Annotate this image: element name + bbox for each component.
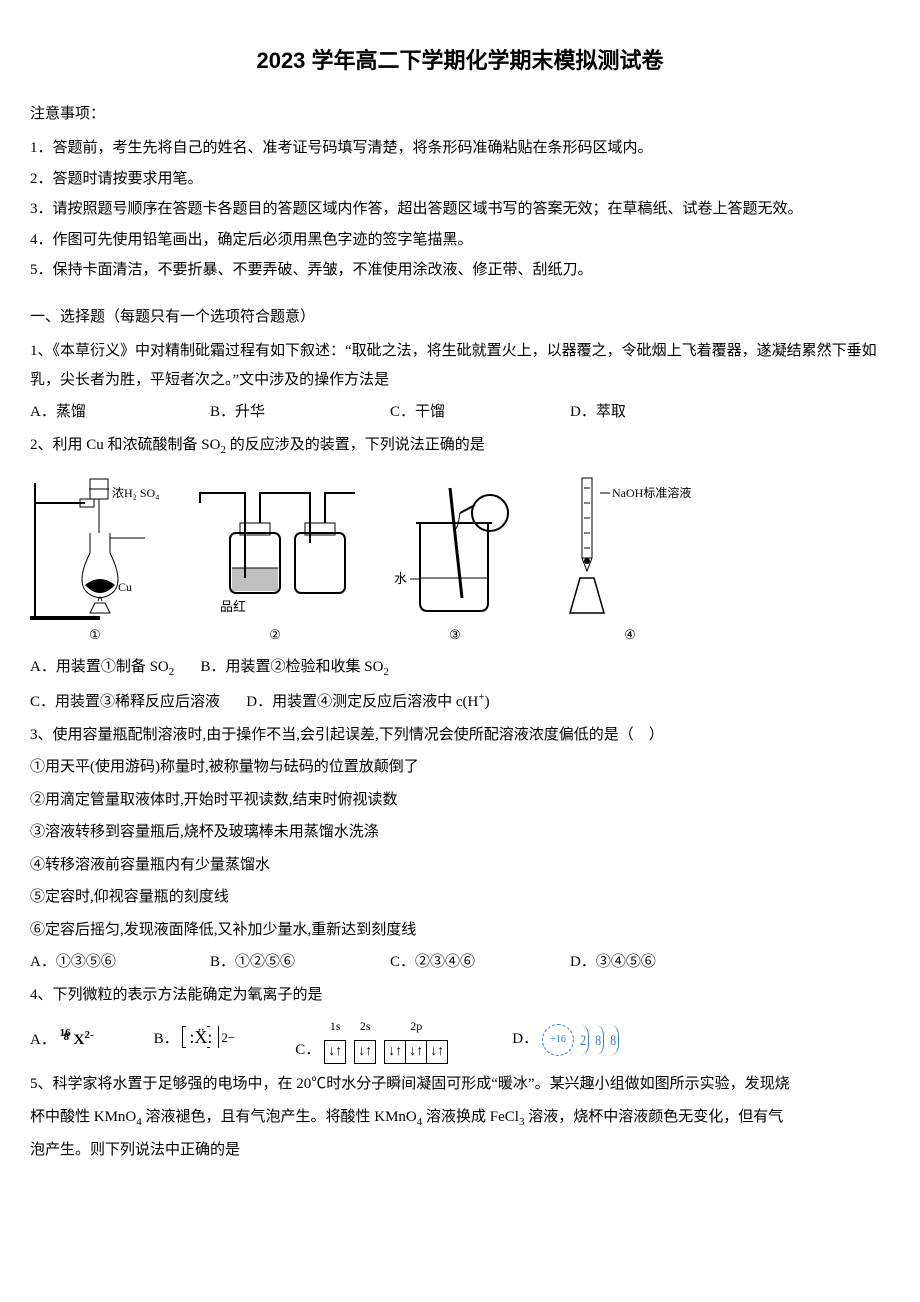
q4-a-label: A． <box>30 1032 56 1048</box>
q4-b-label: B． <box>154 1031 179 1047</box>
q4-d-label: D． <box>512 1025 538 1054</box>
page-title: 2023 学年高二下学期化学期末模拟测试卷 <box>30 40 890 82</box>
notice-item-3: 3．请按照题号顺序在答题卡各题目的答题区域内作答，超出答题区域书写的答案无效；在… <box>30 195 890 224</box>
q4-c-label: C． <box>295 1036 320 1065</box>
label-water: 水 <box>394 571 407 586</box>
label-pinhong: 品红 <box>220 599 246 614</box>
q2-options-row2: C．用装置③稀释反应后溶液 D．用装置④测定反应后溶液中 c(H+) <box>30 687 890 717</box>
orbital-label-2p: 2p <box>410 1015 422 1038</box>
q4-options: A． 16 8 X2- B． :Ẍ: 2− C． 1s ↓↑ 2s ↓↑ 2p … <box>30 1015 890 1064</box>
q2-stem: 2、利用 Cu 和浓硫酸制备 SO2 的反应涉及的装置，下列说法正确的是 <box>30 431 890 461</box>
orbital-2s-icon: ↓↑ <box>354 1040 376 1064</box>
q5-l2-a: 杯中酸性 KMnO <box>30 1109 136 1125</box>
q4-opt-a: A． 16 8 X2- <box>30 1025 94 1055</box>
q3-opt-d: D．③④⑤⑥ <box>570 948 690 977</box>
label-cu: Cu <box>118 580 132 594</box>
q5-l2-b: 溶液褪色，且有气泡产生。将酸性 KMnO <box>142 1109 417 1125</box>
q4-opt-b: B． :Ẍ: 2− <box>154 1025 236 1054</box>
q5-line1: 5、科学家将水置于足够强的电场中，在 20℃时水分子瞬间凝固可形成“暖冰”。某兴… <box>30 1070 890 1099</box>
q3-stem: 3、使用容量瓶配制溶液时,由于操作不当,会引起误差,下列情况会使所配溶液浓度偏低… <box>30 721 890 750</box>
q2-opt-d: D．用装置④测定反应后溶液中 c(H+) <box>246 694 489 710</box>
q2-opt-c: C．用装置③稀释反应后溶液 <box>30 694 220 710</box>
q3-s5: ⑤定容时,仰视容量瓶的刻度线 <box>30 883 890 912</box>
q5-l2-c: 溶液换成 FeCl <box>422 1109 519 1125</box>
q2-stem-pre: 2、利用 Cu 和浓硫酸制备 SO <box>30 437 220 453</box>
apparatus-1-icon: 浓H₂ SO₄ Cu <box>30 473 160 623</box>
q2-opt-a: A．用装置①制备 SO2 <box>30 659 174 675</box>
q5-l2-d: 溶液，烧杯中溶液颜色无变化，但有气 <box>524 1109 783 1125</box>
q4-opt-c: C． 1s ↓↑ 2s ↓↑ 2p ↓↑↓↑↓↑ <box>295 1015 452 1064</box>
bohr-nucleus: +16 <box>542 1024 574 1056</box>
bohr-model-icon: +16 2 8 8 <box>542 1024 619 1056</box>
orbital-1s-icon: ↓↑ <box>324 1040 346 1064</box>
label-naoh: NaOH标准溶液 <box>612 485 691 500</box>
notice-header: 注意事项： <box>30 100 890 129</box>
label-h2so4: 浓H₂ SO₄ <box>112 486 159 500</box>
q5-line3: 泡产生。则下列说法中正确的是 <box>30 1136 890 1165</box>
orbital-label-1s: 1s <box>330 1015 341 1038</box>
q2-opt-b: B．用装置②检验和收集 SO2 <box>201 659 389 675</box>
q1-opt-b: B．升华 <box>210 398 330 427</box>
q2-fig1-caption: ① <box>89 623 101 648</box>
q2-b-sub: 2 <box>383 666 389 678</box>
lewis-charge: 2− <box>221 1026 235 1051</box>
q3-s6: ⑥定容后摇匀,发现液面降低,又补加少量水,重新达到刻度线 <box>30 916 890 945</box>
q2-options-row1: A．用装置①制备 SO2 B．用装置②检验和收集 SO2 <box>30 653 890 683</box>
notice-item-2: 2．答题时请按要求用笔。 <box>30 165 890 194</box>
lewis-structure-icon: :Ẍ: <box>182 1026 219 1048</box>
q3-options: A．①③⑤⑥ B．①②⑤⑥ C．②③④⑥ D．③④⑤⑥ <box>30 948 890 977</box>
q3-s4: ④转移溶液前容量瓶内有少量蒸馏水 <box>30 851 890 880</box>
bohr-shell-3: 8 <box>610 1024 619 1055</box>
q2-fig2-caption: ② <box>269 623 281 648</box>
q2-d-pre: D．用装置④测定反应后溶液中 c(H <box>246 694 478 710</box>
q2-d-post: ) <box>485 694 490 710</box>
q2-fig-4: NaOH标准溶液 ④ <box>550 473 710 648</box>
orbital-2p-icon: ↓↑↓↑↓↑ <box>384 1040 448 1064</box>
q1-stem: 1、《本草衍义》中对精制砒霜过程有如下叙述：“取砒之法，将生砒就置火上，以器覆之… <box>30 337 890 394</box>
q2-fig3-caption: ③ <box>449 623 461 648</box>
q4-a-charge: 2- <box>84 1029 93 1041</box>
q3-s3: ③溶液转移到容量瓶后,烧杯及玻璃棒未用蒸馏水洗涤 <box>30 818 890 847</box>
q5-line2: 杯中酸性 KMnO4 溶液褪色，且有气泡产生。将酸性 KMnO4 溶液换成 Fe… <box>30 1103 890 1133</box>
q2-stem-post: 的反应涉及的装置，下列说法正确的是 <box>226 437 485 453</box>
q2-b-pre: B．用装置②检验和收集 SO <box>201 659 384 675</box>
q2-figures: 浓H₂ SO₄ Cu ① 品红 ② <box>30 473 890 648</box>
q2-a-pre: A．用装置①制备 SO <box>30 659 169 675</box>
q3-opt-b: B．①②⑤⑥ <box>210 948 330 977</box>
q2-fig-3: 水 ③ <box>390 483 520 648</box>
q2-fig-2: 品红 ② <box>190 483 360 648</box>
q2-fig-1: 浓H₂ SO₄ Cu ① <box>30 473 160 648</box>
q4-stem: 4、下列微粒的表示方法能确定为氧离子的是 <box>30 981 890 1010</box>
orbital-label-2s: 2s <box>360 1015 371 1038</box>
q1-opt-a: A．蒸馏 <box>30 398 150 427</box>
q3-s1: ①用天平(使用游码)称量时,被称量物与砝码的位置放颠倒了 <box>30 753 890 782</box>
notice-item-1: 1．答题前，考生先将自己的姓名、准考证号码填写清楚，将条形码准确粘贴在条形码区域… <box>30 134 890 163</box>
q1-opt-c: C．干馏 <box>390 398 510 427</box>
q4-opt-d: D． +16 2 8 8 <box>512 1024 619 1056</box>
q3-opt-a: A．①③⑤⑥ <box>30 948 150 977</box>
q1-options: A．蒸馏 B．升华 C．干馏 D．萃取 <box>30 398 890 427</box>
apparatus-4-icon: NaOH标准溶液 <box>550 473 710 623</box>
notice-item-5: 5．保持卡面清洁，不要折暴、不要弄破、弄皱，不准使用涂改液、修正带、刮纸刀。 <box>30 256 890 285</box>
q2-a-sub: 2 <box>169 666 175 678</box>
q4-a-z: 8 <box>64 1027 70 1048</box>
q3-opt-c: C．②③④⑥ <box>390 948 510 977</box>
apparatus-3-icon: 水 <box>390 483 520 623</box>
q2-fig4-caption: ④ <box>624 623 636 648</box>
notice-item-4: 4．作图可先使用铅笔画出，确定后必须用黑色字迹的签字笔描黑。 <box>30 226 890 255</box>
q1-opt-d: D．萃取 <box>570 398 690 427</box>
q3-s2: ②用滴定管量取液体时,开始时平视读数,结束时俯视读数 <box>30 786 890 815</box>
section-1-title: 一、选择题（每题只有一个选项符合题意） <box>30 303 890 332</box>
bohr-shell-2: 8 <box>595 1024 604 1055</box>
bohr-shell-1: 2 <box>580 1024 589 1055</box>
apparatus-2-icon: 品红 <box>190 483 360 623</box>
q4-a-x: X <box>74 1032 85 1048</box>
